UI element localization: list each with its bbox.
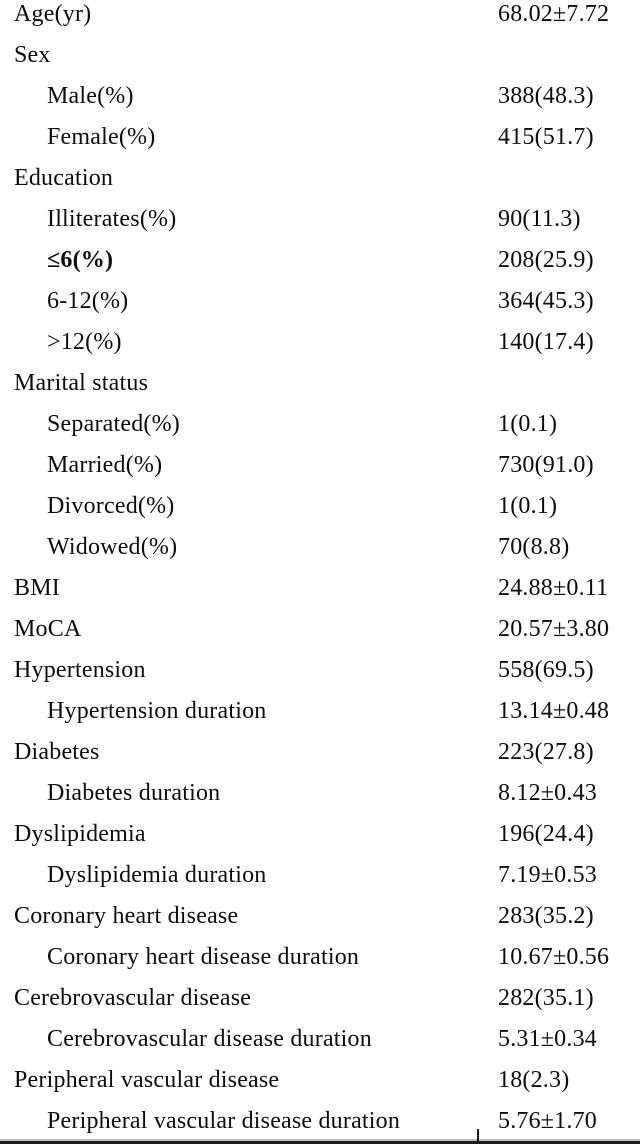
row-value: 1(0.1) — [498, 410, 558, 437]
row-value: 5.31±0.34 — [498, 1025, 597, 1052]
table-row: Cerebrovascular disease duration 5.31±0.… — [0, 1018, 640, 1059]
table-row: ≤6(%) 208(25.9) — [0, 239, 640, 280]
table-row: Peripheral vascular disease 18(2.3) — [0, 1059, 640, 1100]
row-value: 70(8.8) — [498, 533, 570, 560]
row-label: Cerebrovascular disease duration — [47, 1025, 372, 1052]
row-label: Divorced(%) — [47, 492, 175, 519]
row-label: MoCA — [14, 615, 82, 642]
table-row: Married(%) 730(91.0) — [0, 444, 640, 485]
table-row: Separated(%) 1(0.1) — [0, 403, 640, 444]
row-value: 283(35.2) — [498, 902, 594, 929]
table-row: Coronary heart disease 283(35.2) — [0, 895, 640, 936]
row-label: Sex — [14, 41, 51, 68]
table-bottom-rule — [0, 1141, 640, 1144]
table-row: Cerebrovascular disease 282(35.1) — [0, 977, 640, 1018]
row-label: Diabetes duration — [47, 779, 221, 806]
table-row: BMI 24.88±0.11 — [0, 567, 640, 608]
row-label: 6-12(%) — [47, 287, 129, 314]
table-row: Hypertension duration 13.14±0.48 — [0, 690, 640, 731]
table-row: Widowed(%) 70(8.8) — [0, 526, 640, 567]
table-row: Diabetes 223(27.8) — [0, 731, 640, 772]
row-value: 208(25.9) — [498, 246, 594, 273]
table-row: Female(%) 415(51.7) — [0, 116, 640, 157]
table-row: Education — [0, 157, 640, 198]
table-row: Male(%) 388(48.3) — [0, 75, 640, 116]
table-row: Hypertension 558(69.5) — [0, 649, 640, 690]
row-value: 282(35.1) — [498, 984, 594, 1011]
row-label: Dyslipidemia duration — [47, 861, 267, 888]
table-row: >12(%) 140(17.4) — [0, 321, 640, 362]
row-value: 1(0.1) — [498, 492, 558, 519]
row-label: Widowed(%) — [47, 533, 178, 560]
row-value: 196(24.4) — [498, 820, 594, 847]
row-value: 20.57±3.80 — [498, 615, 610, 642]
table-row: Coronary heart disease duration 10.67±0.… — [0, 936, 640, 977]
table-row: Dyslipidemia 196(24.4) — [0, 813, 640, 854]
table-row: Dyslipidemia duration 7.19±0.53 — [0, 854, 640, 895]
row-value: 364(45.3) — [498, 287, 594, 314]
row-value: 90(11.3) — [498, 205, 581, 232]
row-label: Peripheral vascular disease duration — [47, 1107, 401, 1134]
row-label: Cerebrovascular disease — [14, 984, 252, 1011]
row-label: Coronary heart disease — [14, 902, 239, 929]
row-value: 68.02±7.72 — [498, 0, 610, 27]
row-value: 18(2.3) — [498, 1066, 570, 1093]
row-label: Hypertension duration — [47, 697, 267, 724]
row-label: Hypertension — [14, 656, 146, 683]
column-divider — [477, 1129, 479, 1144]
row-value: 13.14±0.48 — [498, 697, 610, 724]
row-label: BMI — [14, 574, 60, 601]
row-label: >12(%) — [47, 328, 122, 355]
row-value: 24.88±0.11 — [498, 574, 609, 601]
row-value: 388(48.3) — [498, 82, 594, 109]
row-value: 415(51.7) — [498, 123, 594, 150]
table-row: 6-12(%) 364(45.3) — [0, 280, 640, 321]
row-value: 10.67±0.56 — [498, 943, 610, 970]
row-value: 5.76±1.70 — [498, 1107, 597, 1134]
row-label: Male(%) — [47, 82, 134, 109]
row-label: Female(%) — [47, 123, 156, 150]
table-row: Divorced(%) 1(0.1) — [0, 485, 640, 526]
row-label: Peripheral vascular disease — [14, 1066, 280, 1093]
row-label: Diabetes — [14, 738, 100, 765]
row-label: Coronary heart disease duration — [47, 943, 360, 970]
row-label: ≤6(%) — [47, 246, 114, 273]
table-row: Peripheral vascular disease duration 5.7… — [0, 1100, 640, 1141]
row-value: 223(27.8) — [498, 738, 594, 765]
row-value: 730(91.0) — [498, 451, 594, 478]
row-label: Separated(%) — [47, 410, 180, 437]
table-row: Illiterates(%) 90(11.3) — [0, 198, 640, 239]
row-label: Illiterates(%) — [47, 205, 177, 232]
row-label: Education — [14, 164, 114, 191]
table-row: MoCA 20.57±3.80 — [0, 608, 640, 649]
row-label: Dyslipidemia — [14, 820, 146, 847]
row-value: 8.12±0.43 — [498, 779, 597, 806]
table-row: Marital status — [0, 362, 640, 403]
table-row: Age(yr) 68.02±7.72 — [0, 0, 640, 34]
table-row: Diabetes duration 8.12±0.43 — [0, 772, 640, 813]
row-label: Married(%) — [47, 451, 163, 478]
row-value: 558(69.5) — [498, 656, 594, 683]
row-label: Age(yr) — [14, 0, 92, 27]
row-value: 7.19±0.53 — [498, 861, 597, 888]
row-value: 140(17.4) — [498, 328, 594, 355]
table-row: Sex — [0, 34, 640, 75]
row-label: Marital status — [14, 369, 149, 396]
